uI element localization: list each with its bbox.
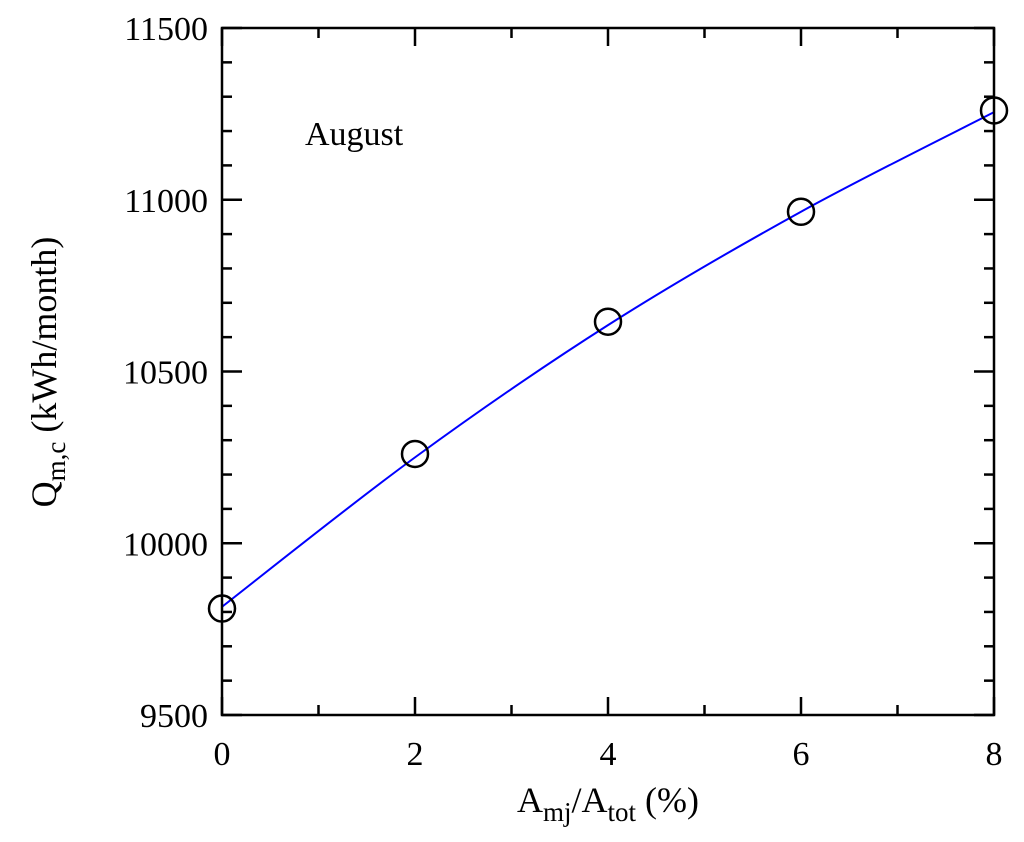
y-tick-label: 10000 bbox=[123, 526, 208, 563]
y-tick-label: 11000 bbox=[124, 183, 208, 220]
annotation-label: August bbox=[305, 116, 404, 153]
y-axis-title: Qm,c (kWh/month) bbox=[24, 237, 71, 508]
data-point bbox=[400, 439, 430, 469]
x-axis-title: Amj/Atot (%) bbox=[517, 780, 699, 827]
data-point bbox=[786, 197, 816, 227]
x-tick-label: 8 bbox=[986, 736, 1003, 773]
x-tick-labels: 0 2 4 6 8 bbox=[214, 736, 1003, 773]
data-markers bbox=[207, 96, 1009, 623]
y-tick-labels: 9500 10000 10500 11000 11500 bbox=[123, 11, 208, 735]
y-tick-label: 11500 bbox=[124, 11, 208, 48]
y-tick-label: 9500 bbox=[140, 698, 208, 735]
x-tick-label: 0 bbox=[214, 736, 231, 773]
minor-ticks bbox=[222, 28, 994, 715]
x-tick-label: 6 bbox=[793, 736, 810, 773]
x-tick-label: 2 bbox=[407, 736, 424, 773]
y-tick-label: 10500 bbox=[123, 355, 208, 392]
fit-curve bbox=[221, 111, 995, 608]
plot-frame bbox=[220, 26, 996, 717]
data-point bbox=[593, 307, 623, 336]
x-tick-label: 4 bbox=[600, 736, 617, 773]
